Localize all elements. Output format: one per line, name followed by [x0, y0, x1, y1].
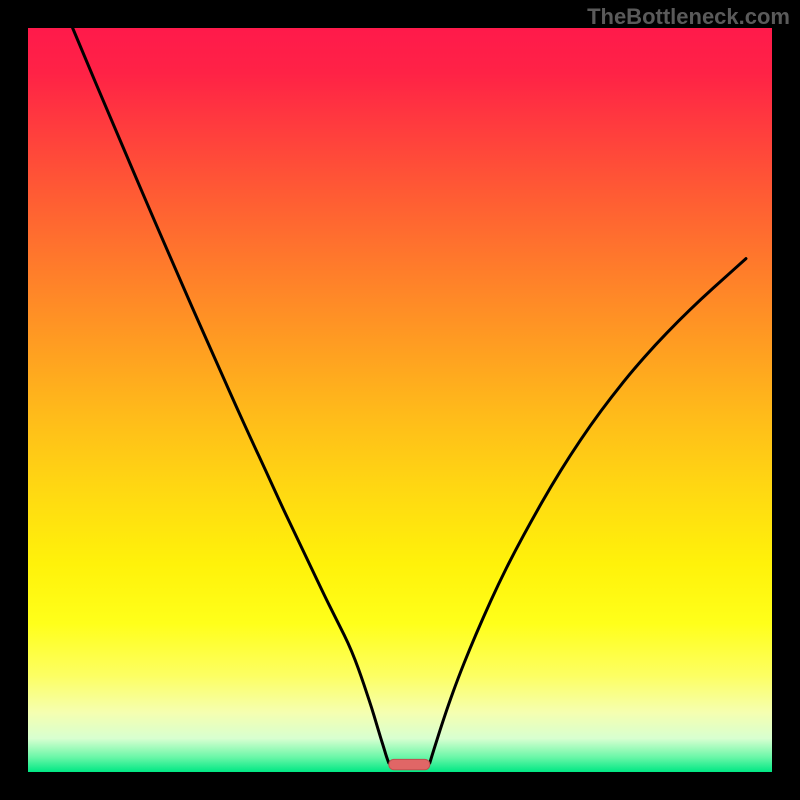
chart-svg — [0, 0, 800, 800]
bottleneck-chart: TheBottleneck.com — [0, 0, 800, 800]
chart-background — [28, 28, 772, 772]
watermark-text: TheBottleneck.com — [587, 4, 790, 30]
bottleneck-marker — [389, 759, 430, 769]
